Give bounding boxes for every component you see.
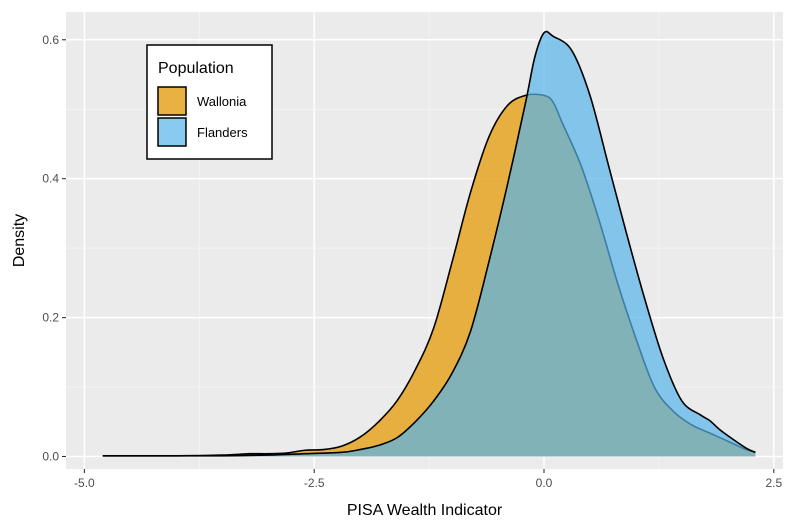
y-axis: 0.0 0.2 0.4 0.6	[42, 33, 66, 463]
legend-title: Population	[158, 60, 234, 77]
legend-label-flanders: Flanders	[197, 125, 248, 140]
x-tick-label: -5.0	[74, 476, 95, 490]
density-areas	[102, 30, 756, 457]
x-tick-label: 0.0	[536, 476, 553, 490]
y-tick-label: 0.4	[42, 172, 59, 186]
legend-label-wallonia: Wallonia	[197, 94, 247, 109]
y-axis-title: Density	[11, 214, 28, 267]
x-tick-label: -2.5	[304, 476, 325, 490]
y-tick-label: 0.2	[42, 311, 59, 325]
legend: Population Wallonia Flanders	[146, 44, 273, 160]
y-tick-label: 0.6	[42, 33, 59, 47]
legend-swatch-flanders	[157, 117, 187, 147]
x-axis: -5.0 -2.5 0.0 2.5	[74, 469, 782, 490]
density-outline-flanders	[102, 30, 756, 457]
y-tick-label: 0.0	[42, 449, 59, 463]
legend-swatch-wallonia	[157, 86, 187, 116]
density-area-flanders	[102, 31, 756, 457]
legend-items: Wallonia Flanders	[157, 86, 248, 147]
x-axis-title: PISA Wealth Indicator	[347, 502, 503, 519]
x-tick-label: 2.5	[765, 476, 782, 490]
